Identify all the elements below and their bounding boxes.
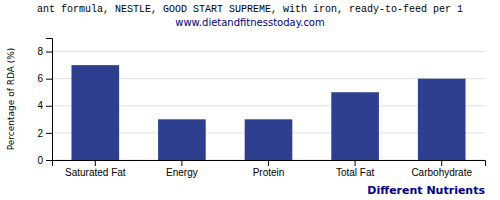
tick-label: Protein: [253, 167, 285, 178]
tick-label: Energy: [166, 167, 198, 178]
tick: Total Fat: [336, 160, 375, 178]
tick-mark: [46, 79, 52, 80]
tick: 8: [37, 46, 52, 57]
bar: [158, 119, 206, 160]
tick-label: Carbohydrate: [411, 167, 472, 178]
tick: 2: [37, 128, 52, 139]
tick-mark: [181, 160, 182, 166]
tick-mark: [95, 160, 96, 166]
tick-label: Total Fat: [336, 167, 375, 178]
tick-mark: [46, 106, 52, 107]
y-axis: 0 2 4 6 8: [37, 39, 52, 166]
tick: Energy: [166, 160, 198, 178]
tick: Carbohydrate: [411, 160, 472, 178]
tick: 0: [37, 155, 52, 166]
grid-line: [52, 51, 485, 52]
title: ant formula, NESTLE, GOOD START SUPREME,…: [37, 4, 463, 15]
chart: ant formula, NESTLE, GOOD START SUPREME,…: [0, 0, 500, 200]
axis-line: [46, 39, 53, 161]
tick-label: 8: [37, 46, 43, 57]
tick-mark: [268, 160, 269, 166]
tick-mark: [441, 160, 442, 166]
subtitle: www.dietandfitnesstoday.com: [175, 17, 324, 28]
bar: [331, 92, 379, 160]
plot: 0 2 4 6 8 Saturated Fat Energy Protein Total Fat…: [37, 39, 485, 179]
axis-line: [53, 161, 486, 167]
tick-label: 0: [37, 155, 43, 166]
bar: [245, 119, 293, 160]
tick-label: 2: [37, 128, 43, 139]
tick-mark: [355, 160, 356, 166]
y-axis-title: Percentage of RDA (%): [6, 48, 16, 151]
tick-mark: [46, 52, 52, 53]
tick-mark: [46, 133, 52, 134]
tick-label: 4: [37, 100, 43, 111]
bars: [71, 65, 465, 160]
tick-mark: [46, 160, 52, 161]
tick: 6: [37, 73, 52, 84]
tick: Saturated Fat: [65, 160, 126, 178]
grid: [52, 52, 485, 160]
bar: [71, 65, 119, 160]
x-axis-title: Different Nutrients: [367, 184, 485, 197]
x-axis: Saturated Fat Energy Protein Total Fat Carbo…: [53, 160, 486, 178]
bar: [418, 79, 466, 160]
tick-label: Saturated Fat: [65, 167, 126, 178]
tick-label: 6: [37, 73, 43, 84]
tick: 4: [37, 100, 52, 111]
tick: Protein: [253, 160, 285, 178]
